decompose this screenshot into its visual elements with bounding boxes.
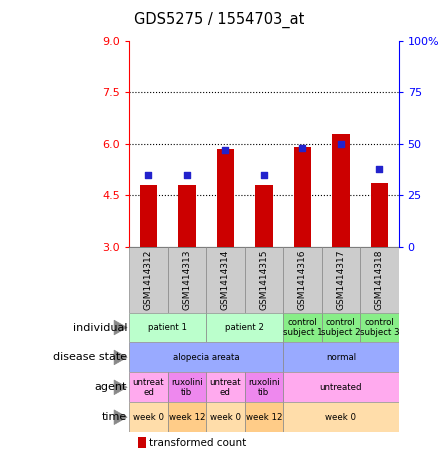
Bar bbox=[140, 185, 157, 247]
Bar bbox=[283, 247, 321, 313]
Text: normal: normal bbox=[326, 353, 356, 362]
Bar bbox=[245, 372, 283, 402]
Text: ruxolini
tib: ruxolini tib bbox=[248, 378, 280, 397]
Bar bbox=[245, 402, 283, 432]
Bar bbox=[129, 372, 168, 402]
Text: control
subject 2: control subject 2 bbox=[321, 318, 360, 337]
Polygon shape bbox=[114, 320, 127, 335]
Bar bbox=[168, 247, 206, 313]
Bar bbox=[138, 437, 146, 448]
Bar bbox=[294, 147, 311, 247]
Text: GSM1414318: GSM1414318 bbox=[375, 250, 384, 310]
Point bbox=[145, 171, 152, 178]
Text: week 0: week 0 bbox=[325, 413, 357, 422]
Text: GSM1414313: GSM1414313 bbox=[183, 250, 191, 310]
Bar bbox=[129, 313, 206, 342]
Text: GSM1414316: GSM1414316 bbox=[298, 250, 307, 310]
Point bbox=[376, 165, 383, 172]
Text: ruxolini
tib: ruxolini tib bbox=[171, 378, 203, 397]
Text: untreat
ed: untreat ed bbox=[210, 378, 241, 397]
Bar bbox=[206, 313, 283, 342]
Text: patient 1: patient 1 bbox=[148, 323, 187, 332]
Point bbox=[299, 145, 306, 152]
Point bbox=[337, 140, 344, 148]
Bar bbox=[129, 342, 283, 372]
Text: untreated: untreated bbox=[320, 383, 362, 392]
Bar bbox=[371, 183, 388, 247]
Bar bbox=[283, 342, 399, 372]
Text: week 12: week 12 bbox=[169, 413, 205, 422]
Bar bbox=[321, 313, 360, 342]
Text: disease state: disease state bbox=[53, 352, 127, 362]
Text: week 12: week 12 bbox=[246, 413, 282, 422]
Text: control
subject 1: control subject 1 bbox=[283, 318, 322, 337]
Bar bbox=[206, 247, 245, 313]
Polygon shape bbox=[114, 410, 127, 424]
Polygon shape bbox=[114, 350, 127, 365]
Bar bbox=[360, 313, 399, 342]
Text: time: time bbox=[102, 412, 127, 422]
Text: individual: individual bbox=[73, 323, 127, 333]
Bar bbox=[283, 402, 399, 432]
Bar bbox=[332, 134, 350, 247]
Bar bbox=[255, 185, 272, 247]
Point bbox=[184, 171, 191, 178]
Bar bbox=[178, 185, 196, 247]
Text: agent: agent bbox=[95, 382, 127, 392]
Text: untreat
ed: untreat ed bbox=[133, 378, 164, 397]
Point bbox=[222, 146, 229, 154]
Bar bbox=[206, 402, 245, 432]
Bar bbox=[283, 313, 321, 342]
Text: GSM1414315: GSM1414315 bbox=[259, 250, 268, 310]
Text: transformed count: transformed count bbox=[149, 438, 246, 448]
Text: control
subject 3: control subject 3 bbox=[360, 318, 399, 337]
Bar bbox=[217, 149, 234, 247]
Bar bbox=[168, 372, 206, 402]
Point bbox=[260, 171, 267, 178]
Text: week 0: week 0 bbox=[133, 413, 164, 422]
Bar bbox=[360, 247, 399, 313]
Bar bbox=[245, 247, 283, 313]
Bar bbox=[129, 247, 168, 313]
Bar bbox=[283, 372, 399, 402]
Text: GSM1414312: GSM1414312 bbox=[144, 250, 153, 310]
Text: GSM1414317: GSM1414317 bbox=[336, 250, 345, 310]
Bar bbox=[129, 402, 168, 432]
Text: week 0: week 0 bbox=[210, 413, 241, 422]
Bar bbox=[206, 372, 245, 402]
Bar bbox=[168, 402, 206, 432]
Bar bbox=[321, 247, 360, 313]
Text: patient 2: patient 2 bbox=[225, 323, 264, 332]
Text: GSM1414314: GSM1414314 bbox=[221, 250, 230, 310]
Text: alopecia areata: alopecia areata bbox=[173, 353, 240, 362]
Polygon shape bbox=[114, 380, 127, 395]
Text: GDS5275 / 1554703_at: GDS5275 / 1554703_at bbox=[134, 11, 304, 28]
